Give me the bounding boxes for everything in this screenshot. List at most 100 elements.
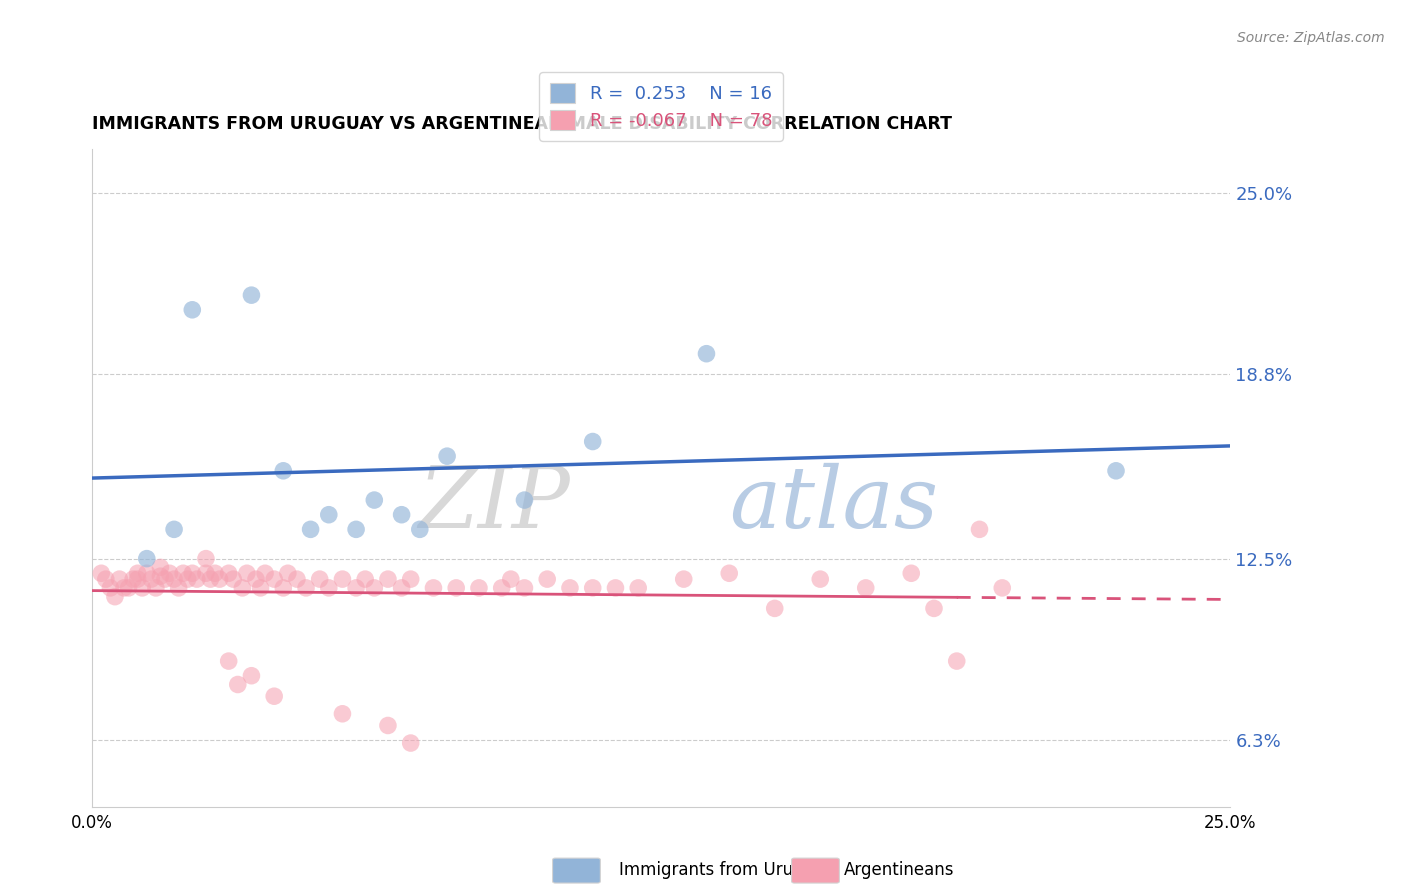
Legend: R =  0.253    N = 16, R = -0.067    N = 78: R = 0.253 N = 16, R = -0.067 N = 78 bbox=[538, 72, 783, 141]
Point bbox=[377, 718, 399, 732]
Point bbox=[399, 736, 422, 750]
Point bbox=[354, 572, 377, 586]
Point bbox=[536, 572, 558, 586]
Point bbox=[186, 572, 208, 586]
Point bbox=[167, 581, 190, 595]
Point bbox=[141, 572, 163, 586]
Point bbox=[444, 581, 467, 595]
Point bbox=[218, 566, 240, 581]
Point bbox=[344, 581, 367, 595]
Point bbox=[172, 566, 194, 581]
Point bbox=[295, 581, 318, 595]
Point bbox=[131, 581, 153, 595]
Point bbox=[222, 572, 245, 586]
Point bbox=[855, 581, 877, 595]
Point bbox=[127, 566, 149, 581]
Point bbox=[1105, 464, 1128, 478]
Point bbox=[991, 581, 1014, 595]
Point bbox=[236, 566, 259, 581]
Point bbox=[149, 560, 172, 574]
Point bbox=[285, 572, 308, 586]
Point bbox=[672, 572, 695, 586]
Point bbox=[605, 581, 627, 595]
Point bbox=[399, 572, 422, 586]
Text: IMMIGRANTS FROM URUGUAY VS ARGENTINEAN MALE DISABILITY CORRELATION CHART: IMMIGRANTS FROM URUGUAY VS ARGENTINEAN M… bbox=[93, 115, 952, 133]
Point bbox=[332, 572, 354, 586]
Point bbox=[117, 581, 139, 595]
Point bbox=[218, 654, 240, 668]
Point bbox=[194, 551, 217, 566]
Point bbox=[582, 581, 605, 595]
Point bbox=[108, 572, 131, 586]
Point bbox=[149, 569, 172, 583]
Point bbox=[135, 551, 157, 566]
Point bbox=[153, 572, 176, 586]
Point bbox=[627, 581, 650, 595]
Text: Source: ZipAtlas.com: Source: ZipAtlas.com bbox=[1237, 31, 1385, 45]
Point bbox=[969, 522, 991, 536]
Point bbox=[363, 581, 385, 595]
Point bbox=[422, 581, 444, 595]
Point bbox=[127, 572, 149, 586]
Point bbox=[491, 581, 513, 595]
Point bbox=[135, 566, 157, 581]
Point bbox=[318, 581, 340, 595]
Point bbox=[299, 522, 322, 536]
Text: Immigrants from Uruguay: Immigrants from Uruguay bbox=[619, 861, 834, 879]
Point bbox=[163, 522, 186, 536]
Point bbox=[104, 590, 127, 604]
Point bbox=[245, 572, 267, 586]
Text: atlas: atlas bbox=[730, 463, 938, 546]
Point bbox=[308, 572, 330, 586]
Point bbox=[94, 572, 117, 586]
Point bbox=[263, 690, 285, 704]
Point bbox=[344, 522, 367, 536]
Text: Argentineans: Argentineans bbox=[844, 861, 955, 879]
Point bbox=[513, 581, 536, 595]
Point bbox=[808, 572, 831, 586]
Point bbox=[254, 566, 277, 581]
Point bbox=[409, 522, 432, 536]
Point bbox=[159, 566, 181, 581]
Point bbox=[922, 601, 945, 615]
Point bbox=[200, 572, 222, 586]
Point bbox=[513, 493, 536, 508]
Point bbox=[122, 572, 145, 586]
Point bbox=[112, 581, 135, 595]
Point bbox=[582, 434, 605, 449]
Point bbox=[499, 572, 522, 586]
Point bbox=[208, 572, 231, 586]
Point bbox=[204, 566, 226, 581]
Point bbox=[231, 581, 253, 595]
Point bbox=[181, 566, 204, 581]
Point bbox=[163, 572, 186, 586]
Point bbox=[332, 706, 354, 721]
Point bbox=[718, 566, 741, 581]
Point bbox=[695, 347, 717, 361]
Point bbox=[391, 508, 413, 522]
Point bbox=[100, 581, 122, 595]
Point bbox=[240, 669, 263, 683]
Point bbox=[181, 302, 204, 317]
Point bbox=[318, 508, 340, 522]
Point bbox=[271, 464, 294, 478]
Point bbox=[763, 601, 786, 615]
Point bbox=[249, 581, 271, 595]
Point bbox=[263, 572, 285, 586]
Point bbox=[558, 581, 581, 595]
Point bbox=[226, 677, 249, 691]
Point bbox=[900, 566, 922, 581]
Point bbox=[363, 493, 385, 508]
Point bbox=[436, 449, 458, 463]
Point bbox=[194, 566, 217, 581]
Point bbox=[468, 581, 491, 595]
Point bbox=[145, 581, 167, 595]
Text: ZIP: ZIP bbox=[418, 463, 569, 546]
Point bbox=[271, 581, 294, 595]
Point bbox=[90, 566, 112, 581]
Point bbox=[377, 572, 399, 586]
Point bbox=[240, 288, 263, 302]
Point bbox=[277, 566, 299, 581]
Point bbox=[177, 572, 200, 586]
Point bbox=[391, 581, 413, 595]
